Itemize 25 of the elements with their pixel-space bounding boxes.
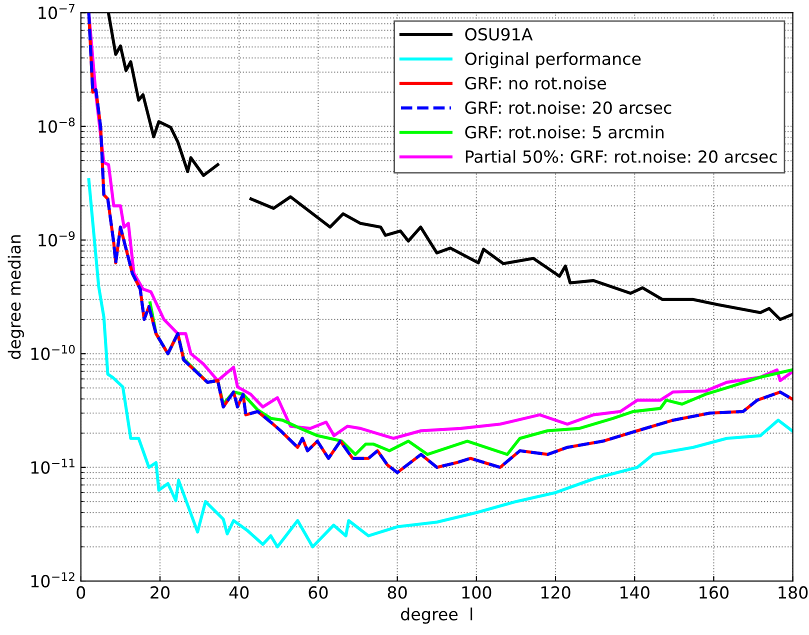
x-tick-label: 180 bbox=[778, 586, 808, 599]
legend-label: GRF: no rot.noise bbox=[465, 76, 606, 90]
legend-label: GRF: rot.noise: 5 arcmin bbox=[465, 126, 664, 138]
legend-label: Original performance bbox=[465, 52, 641, 68]
x-tick-label: 60 bbox=[308, 586, 328, 599]
x-tick-label: 20 bbox=[150, 586, 170, 599]
y-tick-label: 10$^{−8}$ bbox=[38, 118, 75, 133]
x-tick-label: 120 bbox=[541, 586, 570, 599]
y-tick-label: 10$^{−9}$ bbox=[38, 231, 75, 246]
x-tick-label: 140 bbox=[620, 586, 650, 599]
legend-label: Partial 50%: GRF: rot.noise: 20 arcsec bbox=[466, 150, 777, 163]
legend-label: OSU91A bbox=[465, 28, 533, 41]
x-tick-label: 80 bbox=[388, 586, 407, 599]
x-tick-label: 100 bbox=[462, 586, 492, 599]
y-tick-label: 10$^{−7}$ bbox=[38, 4, 74, 20]
line-series bbox=[87, 178, 793, 548]
x-tick-label: 40 bbox=[229, 586, 249, 599]
y-tick-label: 10$^{−12}$ bbox=[31, 572, 74, 588]
x-axis-title: degree l bbox=[400, 608, 472, 624]
y-axis-title: degree median bbox=[8, 235, 24, 360]
x-tick-label: 160 bbox=[700, 586, 729, 599]
x-tick-label: 0 bbox=[76, 586, 86, 599]
y-tick-label: 10$^{−11}$ bbox=[31, 458, 74, 474]
legend-label: GRF: rot.noise: 20 arcsec bbox=[465, 101, 672, 114]
y-tick-label: 10$^{−10}$ bbox=[31, 344, 75, 360]
